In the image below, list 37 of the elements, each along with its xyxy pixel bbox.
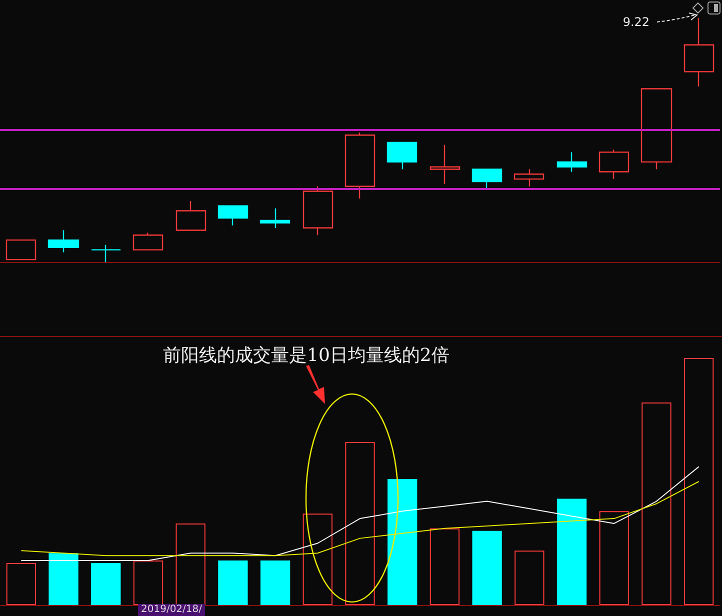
candlestick <box>90 244 122 263</box>
candlestick <box>640 88 672 170</box>
candlestick <box>514 168 544 187</box>
bar <box>472 530 502 605</box>
bar <box>133 560 164 605</box>
bar <box>642 402 672 605</box>
candlestick <box>556 152 588 172</box>
bar <box>302 514 332 605</box>
candlestick <box>176 200 206 231</box>
bar <box>388 479 418 605</box>
candlestick <box>472 168 502 190</box>
annotation: 前阳线的成交量是10日均量线的2倍 <box>163 344 450 367</box>
annotation: 9.22 <box>622 15 650 29</box>
candlestick <box>302 186 334 236</box>
bar <box>176 523 206 605</box>
bar <box>260 560 290 605</box>
bar <box>6 563 36 605</box>
candlestick <box>430 144 460 185</box>
bar <box>556 498 587 605</box>
candlestick <box>218 205 248 226</box>
candlestick <box>386 142 418 170</box>
candlestick <box>260 208 290 228</box>
bar <box>91 563 121 605</box>
candlestick <box>598 149 630 180</box>
candlestick <box>684 17 714 87</box>
candlestick <box>132 232 164 250</box>
bar <box>684 358 714 605</box>
bar <box>430 528 460 605</box>
candlestick <box>48 230 80 253</box>
bar <box>218 560 248 605</box>
candlestick <box>344 132 376 200</box>
bar <box>345 442 375 605</box>
candlestick <box>6 239 36 260</box>
bar <box>48 553 78 605</box>
annotation: 2019/02/18/ <box>138 604 206 616</box>
bar <box>599 511 629 605</box>
bar <box>514 550 544 605</box>
